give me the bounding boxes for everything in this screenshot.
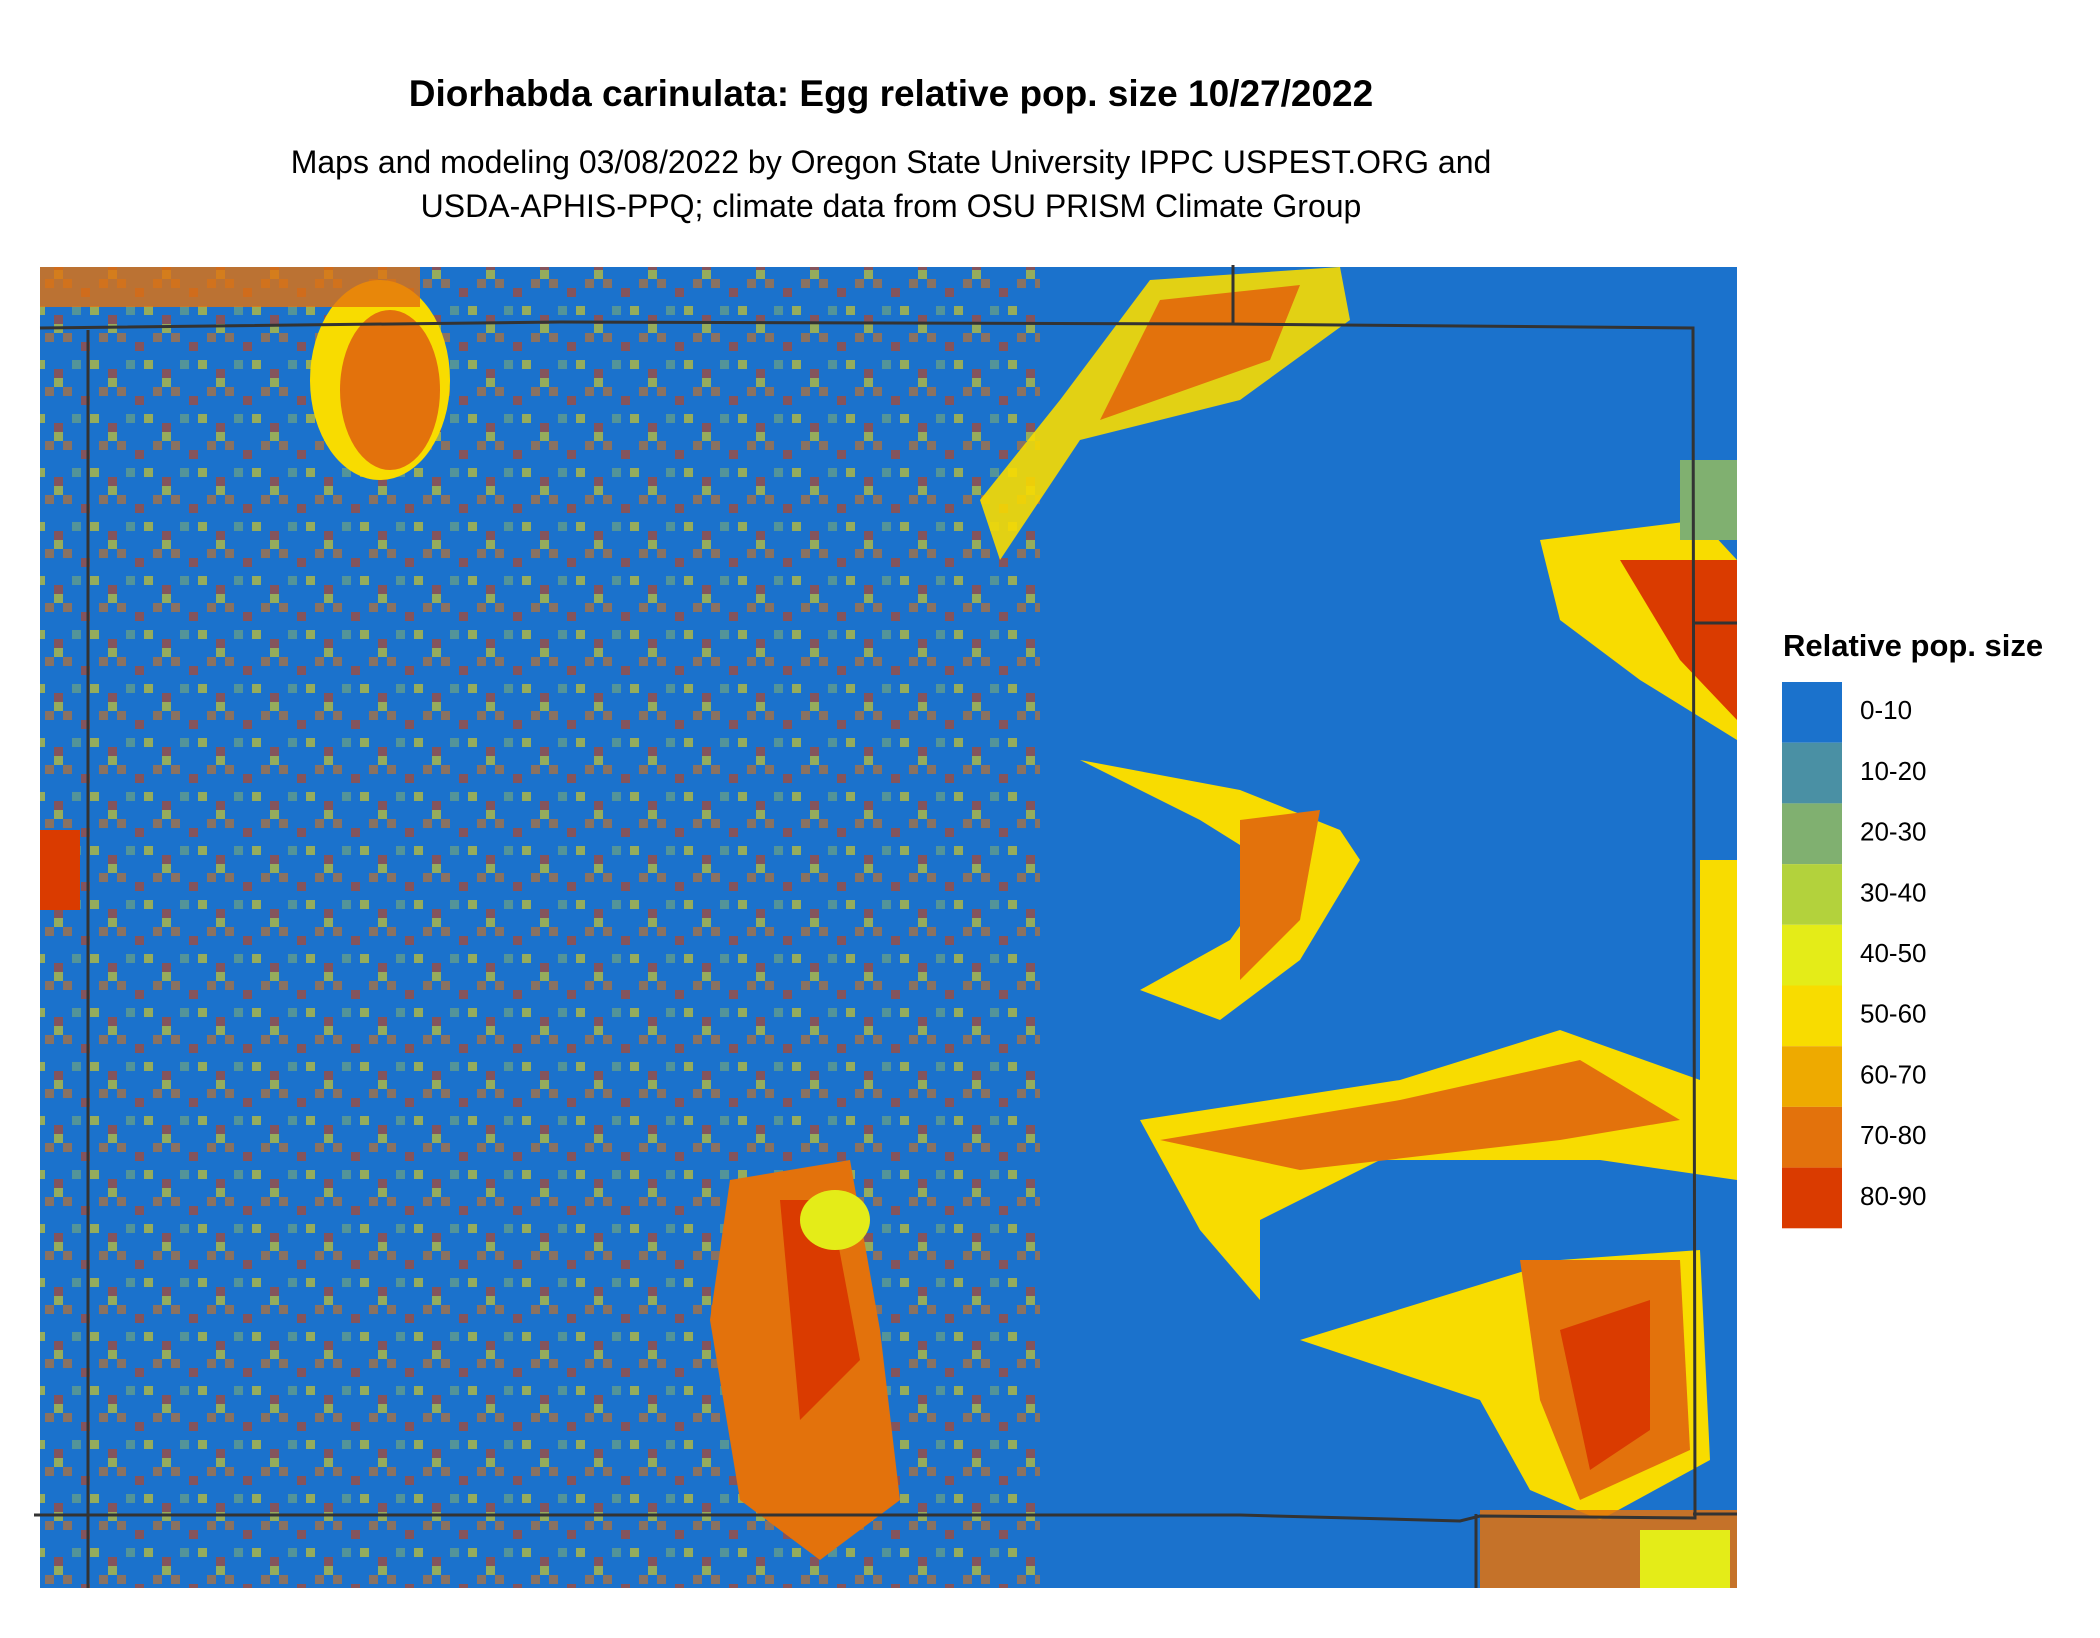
legend-label: 20-30 xyxy=(1860,817,1927,847)
legend-title: Relative pop. size xyxy=(1783,628,2043,663)
legend-label: 30-40 xyxy=(1860,877,1927,907)
legend-key xyxy=(1782,1106,1842,1168)
legend-key xyxy=(1782,985,1842,1047)
map-title: Diorhabda carinulata: Egg relative pop. … xyxy=(409,73,1373,114)
legend-key xyxy=(1782,864,1842,925)
legend-key xyxy=(1782,742,1842,804)
legend-label: 60-70 xyxy=(1860,1059,1927,1089)
raster-map xyxy=(40,267,1737,1588)
state-boundaries xyxy=(34,265,1737,1588)
legend-label: 50-60 xyxy=(1860,999,1927,1029)
legend-label: 0-10 xyxy=(1860,695,1912,725)
legend-label: 70-80 xyxy=(1860,1120,1927,1150)
legend-label: 10-20 xyxy=(1860,756,1927,786)
legend-key xyxy=(1782,682,1842,743)
map-subtitle: USDA-APHIS-PPQ; climate data from OSU PR… xyxy=(421,188,1362,224)
legend-key xyxy=(1782,1046,1842,1107)
map-subtitle: Maps and modeling 03/08/2022 by Oregon S… xyxy=(291,144,1492,180)
legend: Relative pop. size 0-10 10-20 20-30 30-40 40… xyxy=(1782,628,2043,1229)
legend-key xyxy=(1782,924,1842,986)
legend-label: 80-90 xyxy=(1860,1181,1927,1211)
legend-label: 40-50 xyxy=(1860,938,1927,968)
legend-key xyxy=(1782,803,1842,865)
legend-key xyxy=(1782,1167,1842,1229)
